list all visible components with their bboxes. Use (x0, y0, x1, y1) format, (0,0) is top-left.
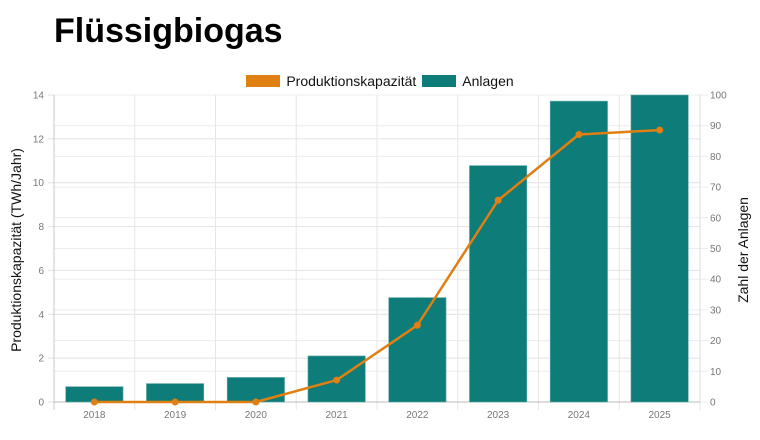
capacity-point-2022 (413, 321, 421, 329)
x-tick-label: 2023 (487, 410, 510, 421)
x-tick-label: 2022 (406, 410, 429, 421)
left-tick-label: 6 (38, 266, 44, 277)
right-tick-label: 0 (710, 398, 716, 409)
capacity-point-2024 (575, 130, 583, 138)
right-tick-label: 70 (710, 183, 722, 194)
capacity-point-2018 (90, 398, 98, 406)
legend-swatch-orange (246, 75, 281, 87)
legend-item-produktionskapazitaet[interactable]: Produktionskapazität (246, 73, 416, 89)
right-tick-label: 10 (710, 367, 722, 378)
capacity-point-2019 (171, 398, 179, 406)
left-tick-label: 10 (33, 178, 45, 189)
x-tick-label: 2024 (568, 410, 591, 421)
left-tick-label: 4 (38, 310, 44, 321)
right-tick-label: 80 (710, 152, 722, 163)
legend-swatch-teal (422, 75, 457, 87)
left-tick-label: 2 (38, 354, 44, 365)
left-tick-label: 12 (33, 134, 45, 145)
right-tick-label: 40 (710, 275, 722, 286)
legend-label: Anlagen (462, 73, 514, 89)
x-tick-label: 2018 (83, 410, 106, 421)
left-tick-label: 0 (38, 398, 44, 409)
capacity-line (94, 128, 660, 404)
bar-2024 (549, 100, 608, 403)
legend: Produktionskapazität Anlagen (0, 73, 760, 89)
right-tick-label: 100 (710, 91, 727, 102)
right-tick-label: 20 (710, 336, 722, 347)
bar-2023 (469, 165, 528, 403)
capacity-point-2021 (333, 376, 341, 384)
capacity-point-2023 (494, 196, 502, 204)
right-tick-label: 30 (710, 305, 722, 316)
bar-2022 (388, 297, 447, 403)
capacity-point-2025 (656, 126, 664, 134)
bar-2020 (226, 377, 285, 403)
x-tick-label: 2019 (164, 410, 187, 421)
left-tick-label: 8 (38, 222, 44, 233)
bar-2025 (630, 94, 689, 403)
legend-item-anlagen[interactable]: Anlagen (422, 73, 514, 89)
chart-title: Flüssigbiogas (54, 12, 283, 50)
x-tick-label: 2021 (326, 410, 349, 421)
right-tick-label: 50 (710, 244, 722, 255)
x-tick-label: 2020 (245, 410, 268, 421)
capacity-point-2020 (252, 398, 260, 406)
x-tick-label: 2025 (649, 410, 672, 421)
left-tick-label: 14 (33, 91, 45, 102)
right-tick-label: 60 (710, 213, 722, 224)
legend-label: Produktionskapazität (286, 73, 417, 89)
right-tick-label: 90 (710, 121, 722, 132)
